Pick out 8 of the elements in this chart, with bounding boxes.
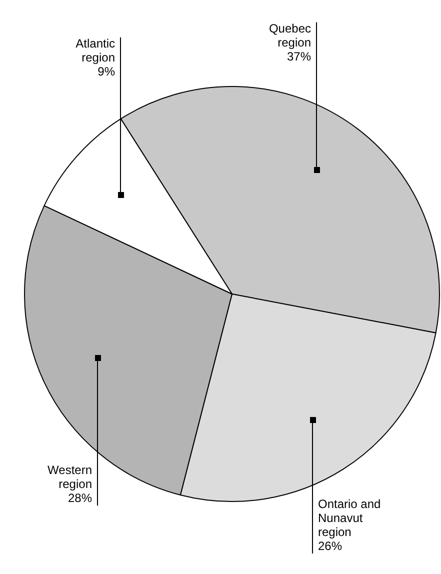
data-label: 9% [98,64,116,79]
slice-label: Atlantic region [76,36,115,65]
slice-label: Ontario and Nunavut region [318,496,381,539]
data-label: 26% [318,538,342,553]
slice-label: Quebec region [268,22,311,50]
data-label: 37% [286,50,312,64]
data-label: 28% [68,490,92,505]
slice-label: Western region [48,462,92,491]
